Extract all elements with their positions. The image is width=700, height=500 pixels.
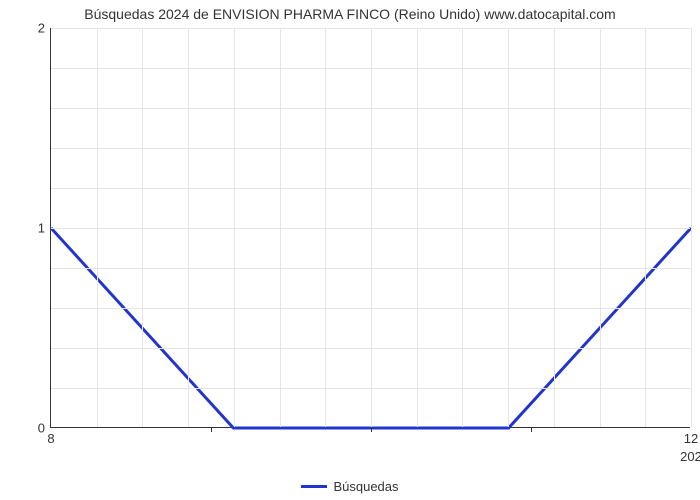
x-tick-mark (531, 427, 532, 432)
grid-line (417, 28, 418, 427)
grid-line (142, 28, 143, 427)
grid-line (234, 28, 235, 427)
chart-legend: Búsquedas (0, 479, 700, 494)
x-tick-mark (371, 427, 372, 432)
grid-line (691, 28, 692, 427)
y-tick-label: 0 (38, 421, 45, 436)
y-tick-label: 1 (38, 221, 45, 236)
plot-area: 012812202 (50, 28, 690, 428)
grid-line (280, 28, 281, 427)
y-tick-label: 2 (38, 21, 45, 36)
legend-swatch (301, 485, 327, 488)
legend-label: Búsquedas (333, 479, 398, 494)
x-tick-mark (211, 427, 212, 432)
grid-line (508, 28, 509, 427)
grid-line (600, 28, 601, 427)
grid-line (97, 28, 98, 427)
chart-title: Búsquedas 2024 de ENVISION PHARMA FINCO … (0, 6, 700, 22)
grid-line (371, 28, 372, 427)
x-sub-label: 202 (680, 449, 700, 464)
x-tick-label: 12 (684, 431, 698, 446)
grid-line (462, 28, 463, 427)
grid-line (554, 28, 555, 427)
grid-line (188, 28, 189, 427)
x-tick-label: 8 (47, 431, 54, 446)
line-chart: Búsquedas 2024 de ENVISION PHARMA FINCO … (0, 0, 700, 500)
grid-line (325, 28, 326, 427)
grid-line (645, 28, 646, 427)
